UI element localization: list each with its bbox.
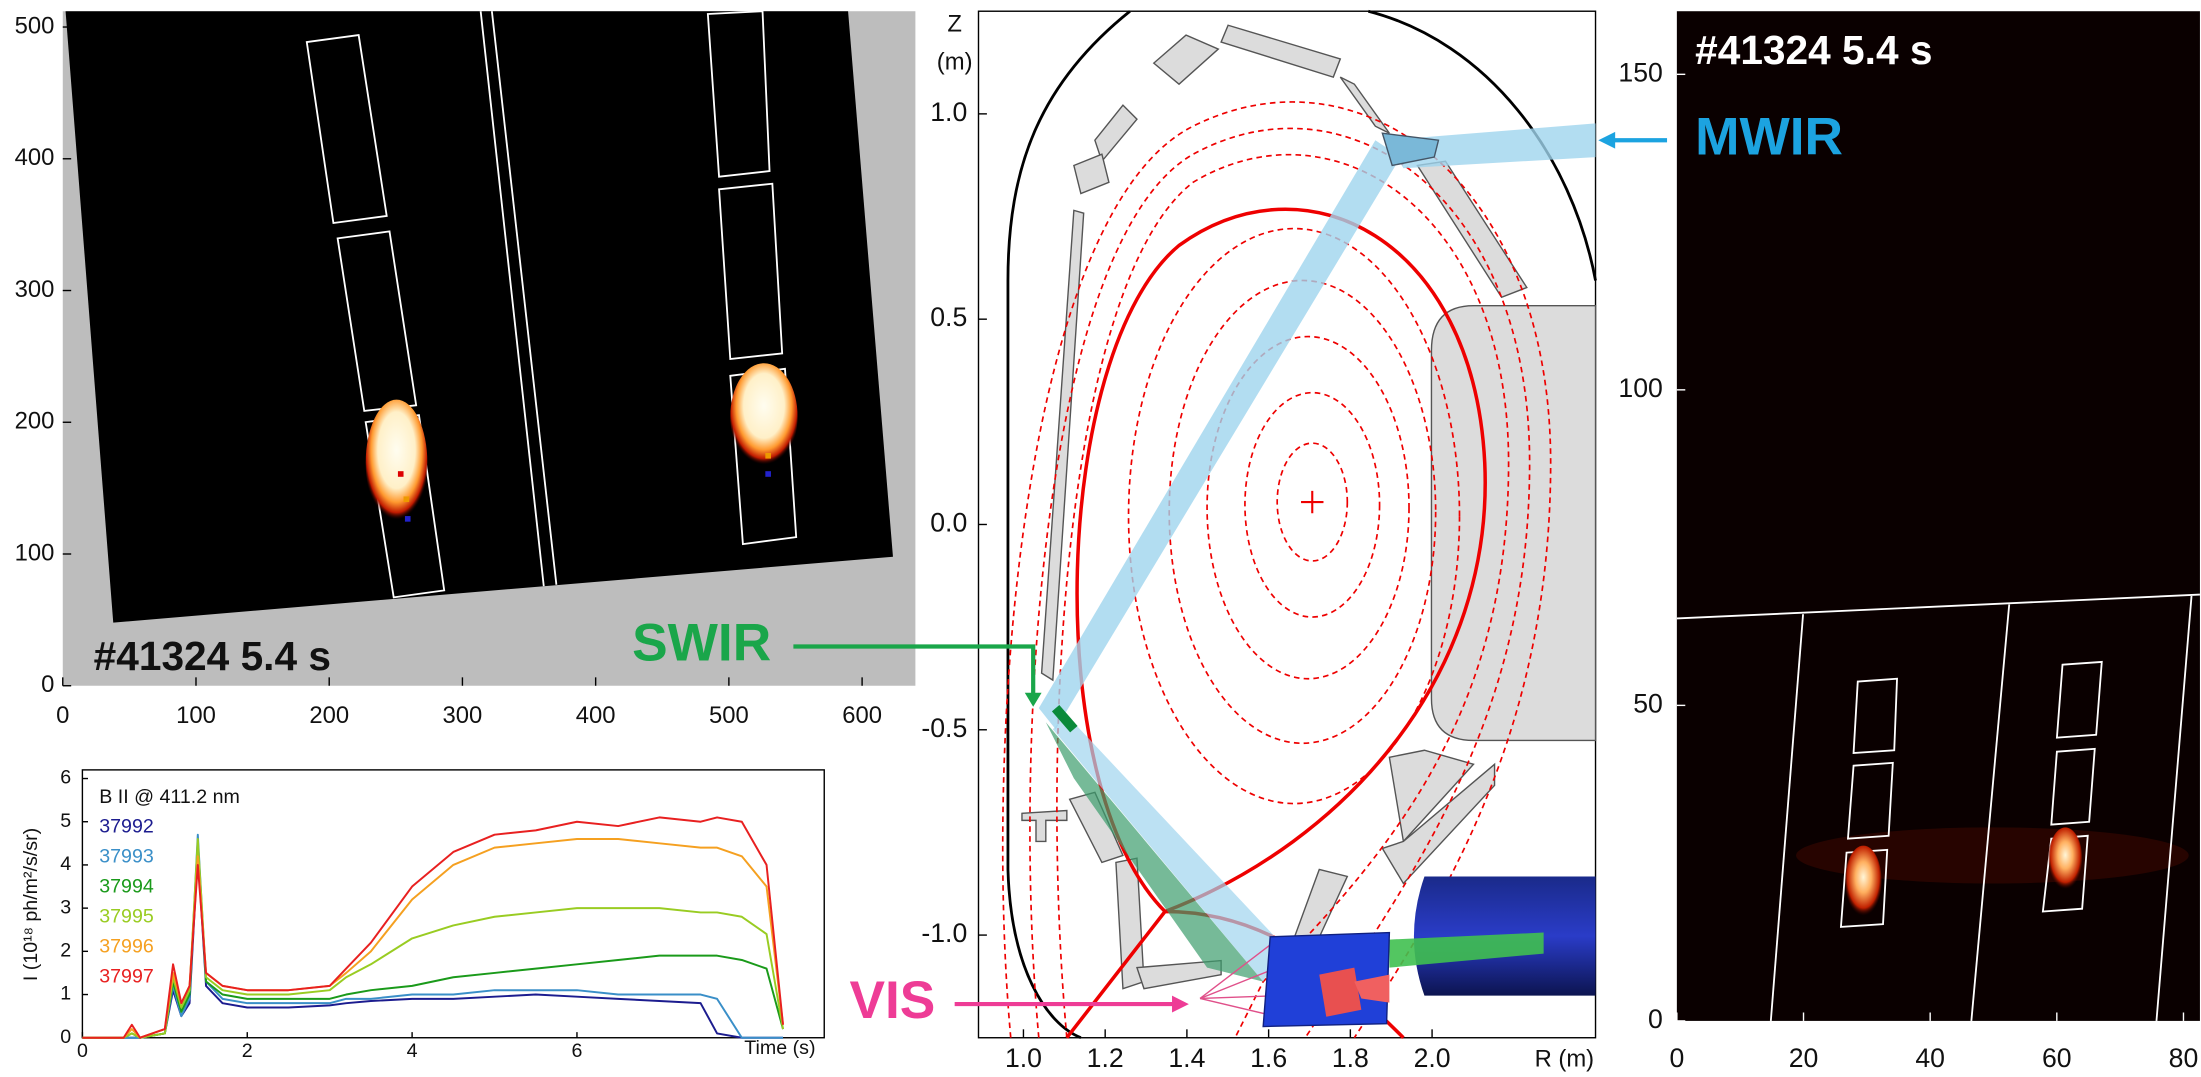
y-tick-label: 4 [60, 853, 71, 875]
x-tick-label: 0 [77, 1040, 88, 1062]
y-axis-label: Z [947, 11, 962, 38]
magnetic-axis [1301, 490, 1324, 514]
marker [403, 496, 410, 503]
annotation: #41324 5.4 s [94, 633, 331, 679]
y-axis-label: I (10¹⁸ ph/m²/s/sr) [20, 828, 42, 981]
mwir-image: #41324 5.4 s [1676, 11, 2200, 1021]
x-tick-label: 0 [56, 702, 69, 729]
mwir-port [1381, 132, 1440, 167]
y-tick-label: 1 [60, 983, 71, 1005]
x-tick-label: 100 [176, 702, 216, 729]
y-tick-label: 6 [60, 767, 71, 789]
swir-view [1045, 722, 1264, 982]
y-tick-label: 0 [41, 671, 54, 698]
y-tick-label: 150 [1618, 57, 1662, 87]
y-tick-label: 0 [60, 1026, 71, 1048]
y-tick-label: 300 [15, 276, 55, 303]
x-tick-label: 1.8 [1332, 1043, 1369, 1073]
first-wall [1021, 24, 1528, 990]
outlines [1676, 593, 2200, 1021]
plot-frame [81, 769, 825, 1039]
x-tick-label: 4 [407, 1040, 418, 1062]
hot-spot [730, 363, 798, 470]
vessel [1006, 10, 1131, 1040]
y-tick-label: 0.0 [930, 508, 967, 538]
marker [765, 471, 771, 477]
y-tick-label: 400 [15, 144, 55, 171]
camera-part [1354, 974, 1390, 1003]
camera-part [1319, 967, 1362, 1017]
annotation: #41324 5.4 s [1695, 27, 1932, 73]
marker [404, 516, 411, 522]
x-tick-label: 1.6 [1250, 1043, 1287, 1073]
y-tick-label: 100 [1618, 373, 1662, 403]
marker [765, 452, 771, 459]
mwir-view [1038, 140, 1401, 730]
arrowhead [1598, 131, 1616, 149]
y-tick-label: 0.5 [930, 302, 967, 332]
x-tick-label: 1.0 [1005, 1043, 1042, 1073]
mwir-label: MWIR [1695, 107, 1843, 166]
vis-view [1052, 715, 1285, 982]
x-tick-label: 1.2 [1087, 1043, 1124, 1073]
x-tick-label: 400 [576, 702, 616, 729]
glow [1796, 827, 2189, 884]
x-tick-label: 200 [309, 702, 349, 729]
x-tick-label: 6 [571, 1040, 582, 1062]
marker [397, 471, 404, 477]
x-axis-label: R (m) [1535, 1045, 1595, 1072]
x-tick-label: 2 [242, 1040, 253, 1062]
hot-spot [2048, 827, 2083, 890]
y-tick-label: 200 [15, 408, 55, 435]
x-tick-label: 80 [2169, 1043, 2199, 1073]
x-tick-label: 600 [842, 702, 882, 729]
arrowhead [1172, 995, 1189, 1013]
x-tick-label: 1.4 [1168, 1043, 1205, 1073]
series-line [82, 816, 784, 1039]
y-tick-label: 100 [15, 539, 55, 566]
vis-label: VIS [849, 971, 935, 1030]
cross-section: Z (m) R (m) [937, 9, 1597, 1072]
y-tick-label: 1.0 [930, 97, 967, 127]
y-axis-unit: (m) [937, 48, 973, 75]
y-tick-label: -0.5 [921, 713, 967, 743]
camera-image: #41324 5.4 s [62, 10, 916, 686]
x-tick-label: 0 [1669, 1043, 1684, 1073]
mwir-view [1386, 123, 1596, 169]
swir-mirror [1051, 704, 1078, 733]
y-tick-label: 5 [60, 810, 71, 832]
y-tick-label: 3 [60, 896, 71, 918]
legend-label: 37995 [99, 906, 154, 928]
arrowhead [1024, 692, 1042, 707]
y-tick-label: 50 [1633, 688, 1663, 718]
image-field [65, 11, 893, 623]
legend-label: 37996 [99, 936, 154, 958]
y-tick-label: -1.0 [921, 918, 967, 948]
x-tick-label: 60 [2042, 1043, 2072, 1073]
beam [1389, 932, 1544, 968]
chart-title: B II @ 411.2 nm [99, 786, 240, 808]
legend-label: 37992 [99, 816, 154, 838]
y-tick-label: 500 [15, 12, 55, 39]
legend-label: 37994 [99, 876, 154, 898]
central-column [1430, 305, 1597, 742]
x-tick-label: 300 [443, 702, 483, 729]
legend-label: 37993 [99, 846, 154, 868]
y-tick-label: 0 [1648, 1004, 1663, 1034]
y-tick-label: 2 [60, 940, 71, 962]
x-axis-label: Time (s) [744, 1037, 815, 1059]
hot-spot [365, 399, 428, 526]
swir-arrow [793, 644, 1036, 699]
hot-spot [1845, 845, 1882, 916]
vessel [1367, 9, 1597, 281]
swir-label: SWIR [632, 614, 771, 673]
x-tick-label: 40 [1915, 1043, 1945, 1073]
x-tick-label: 2.0 [1414, 1043, 1451, 1073]
legend-label: 37997 [99, 966, 154, 988]
x-tick-label: 20 [1789, 1043, 1819, 1073]
x-tick-label: 500 [709, 702, 749, 729]
